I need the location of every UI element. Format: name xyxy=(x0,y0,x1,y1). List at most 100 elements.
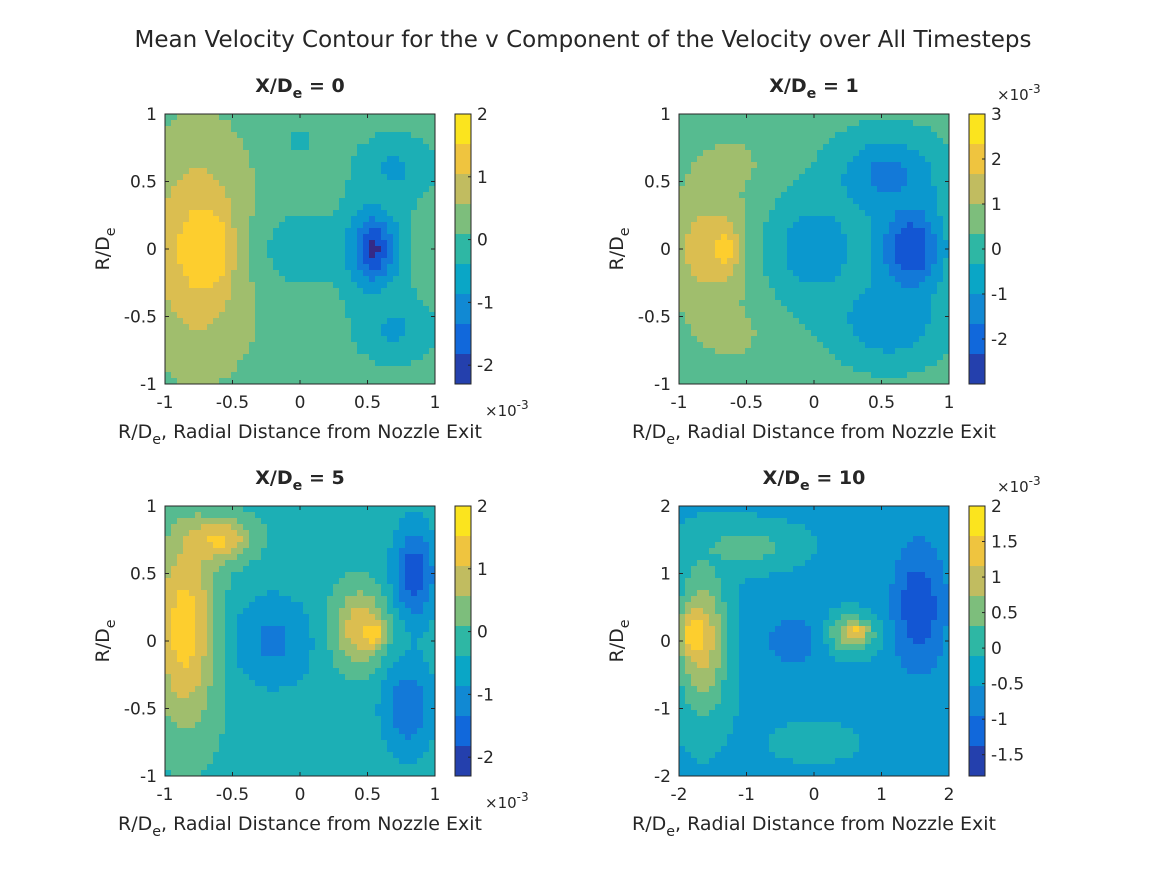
contour-cell xyxy=(321,596,328,603)
contour-cell xyxy=(255,366,262,373)
contour-cell xyxy=(333,144,340,151)
contour-cell xyxy=(423,240,430,247)
contour-cell xyxy=(279,174,286,181)
contour-cell xyxy=(255,180,262,187)
contour-cell xyxy=(423,348,430,355)
contour-cell xyxy=(703,240,710,247)
contour-cell xyxy=(913,378,920,385)
contour-cell xyxy=(865,198,872,205)
contour-cell xyxy=(865,372,872,379)
contour-cell xyxy=(871,198,878,205)
contour-cell xyxy=(243,198,250,205)
contour-cell xyxy=(405,312,412,319)
contour-cell xyxy=(411,252,418,259)
contour-cell xyxy=(715,360,722,367)
contour-cell xyxy=(943,192,950,199)
contour-cell xyxy=(363,174,370,181)
contour-cell xyxy=(327,120,334,127)
contour-cell xyxy=(231,252,238,259)
contour-cell xyxy=(201,252,208,259)
contour-cell xyxy=(889,318,896,325)
contour-cell xyxy=(685,378,692,385)
contour-cell xyxy=(817,246,824,253)
contour-cell xyxy=(679,294,686,301)
contour-cell xyxy=(309,306,316,313)
contour-cell xyxy=(919,234,926,241)
contour-cell xyxy=(297,180,304,187)
contour-cell xyxy=(303,162,310,169)
contour-cell xyxy=(721,276,728,283)
contour-cell xyxy=(369,264,376,271)
contour-cell xyxy=(937,366,944,373)
contour-cell xyxy=(183,246,190,253)
contour-cell xyxy=(369,584,376,591)
contour-cell xyxy=(285,596,292,603)
contour-cell xyxy=(769,318,776,325)
contour-cell xyxy=(309,180,316,187)
contour-cell xyxy=(261,330,268,337)
contour-cell xyxy=(429,336,436,343)
contour-cell xyxy=(411,204,418,211)
contour-cell xyxy=(823,294,830,301)
contour-cell xyxy=(799,186,806,193)
contour-cell xyxy=(225,536,232,543)
contour-cell xyxy=(189,366,196,373)
contour-cell xyxy=(285,560,292,567)
contour-cell xyxy=(195,590,202,597)
contour-cell xyxy=(249,614,256,621)
contour-cell xyxy=(291,240,298,247)
contour-cell xyxy=(715,264,722,271)
contour-cell xyxy=(429,584,436,591)
contour-cell xyxy=(859,264,866,271)
contour-cell xyxy=(877,300,884,307)
contour-cell xyxy=(267,174,274,181)
contour-cell xyxy=(249,258,256,265)
contour-cell xyxy=(267,222,274,229)
contour-cell xyxy=(291,608,298,615)
contour-cell xyxy=(733,192,740,199)
contour-cell xyxy=(255,126,262,133)
contour-cell xyxy=(303,584,310,591)
contour-cell xyxy=(315,524,322,531)
contour-cell xyxy=(757,180,764,187)
contour-cell xyxy=(817,144,824,151)
contour-cell xyxy=(243,602,250,609)
contour-cell xyxy=(835,240,842,247)
contour-cell xyxy=(309,174,316,181)
contour-cell xyxy=(865,294,872,301)
contour-cell xyxy=(297,288,304,295)
contour-cell xyxy=(279,584,286,591)
contour-cell xyxy=(285,276,292,283)
contour-cell xyxy=(273,590,280,597)
contour-cell xyxy=(285,348,292,355)
contour-cell xyxy=(423,198,430,205)
contour-cell xyxy=(255,174,262,181)
figure-title: Mean Velocity Contour for the v Componen… xyxy=(135,27,1032,53)
contour-cell xyxy=(171,204,178,211)
contour-cell xyxy=(907,312,914,319)
contour-cell xyxy=(913,144,920,151)
panel-title-subscript: e xyxy=(807,86,817,102)
contour-cell xyxy=(829,264,836,271)
contour-cell xyxy=(859,252,866,259)
contour-cell xyxy=(411,150,418,157)
contour-cell xyxy=(943,252,950,259)
contour-cell xyxy=(369,198,376,205)
contour-cell xyxy=(237,312,244,319)
contour-cell xyxy=(697,252,704,259)
contour-cell xyxy=(291,354,298,361)
contour-cell xyxy=(201,330,208,337)
contour-cell xyxy=(715,180,722,187)
contour-cell xyxy=(405,114,412,121)
contour-cell xyxy=(177,270,184,277)
colorbar-tick-label: 1 xyxy=(477,168,488,188)
contour-cell xyxy=(745,132,752,139)
contour-cell xyxy=(315,312,322,319)
contour-cell xyxy=(883,324,890,331)
contour-cell xyxy=(847,156,854,163)
contour-cell xyxy=(219,138,226,145)
contour-cell xyxy=(231,300,238,307)
contour-cell xyxy=(267,324,274,331)
contour-cell xyxy=(793,342,800,349)
contour-cell xyxy=(715,216,722,223)
